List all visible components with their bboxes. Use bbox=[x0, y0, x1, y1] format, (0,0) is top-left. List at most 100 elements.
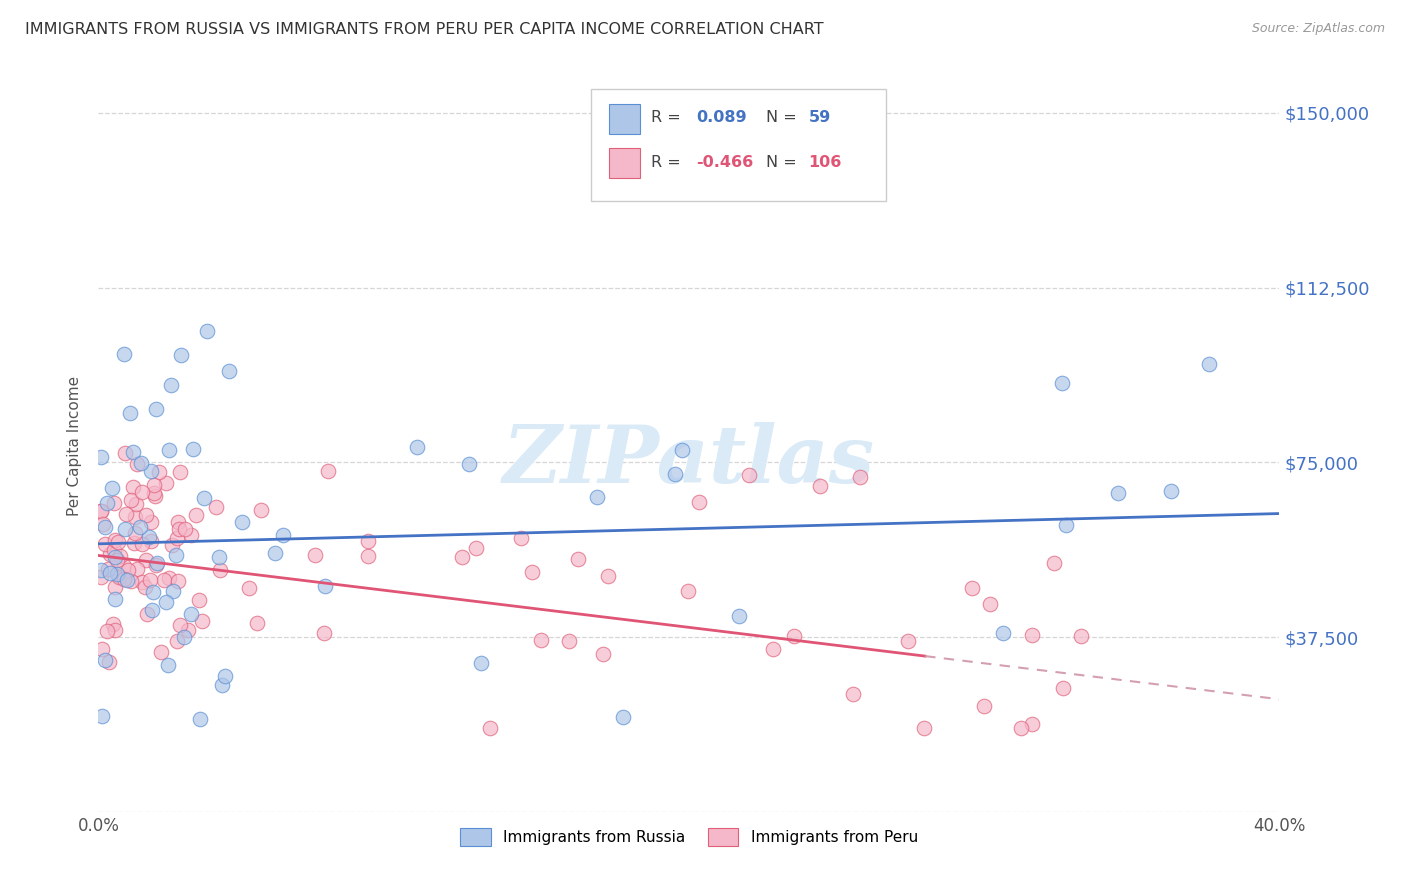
Point bbox=[316, 464, 339, 478]
Point bbox=[107, 534, 129, 549]
Point bbox=[103, 496, 125, 510]
Point bbox=[153, 574, 176, 588]
Point bbox=[112, 572, 135, 586]
Point bbox=[246, 615, 269, 630]
Point bbox=[808, 479, 831, 493]
Point bbox=[193, 491, 215, 505]
Point bbox=[676, 583, 699, 598]
Point bbox=[98, 566, 121, 580]
Text: 106: 106 bbox=[808, 155, 842, 169]
Point bbox=[165, 549, 187, 563]
Point bbox=[1198, 357, 1220, 371]
Point bbox=[671, 443, 693, 458]
Point bbox=[737, 467, 759, 482]
Point bbox=[304, 548, 326, 562]
Point bbox=[912, 721, 935, 735]
Point bbox=[145, 558, 167, 573]
Point bbox=[357, 549, 380, 563]
Point bbox=[141, 464, 163, 478]
Point bbox=[101, 616, 124, 631]
Point bbox=[139, 573, 162, 587]
Point bbox=[98, 547, 121, 561]
Point bbox=[97, 655, 120, 669]
Point bbox=[120, 493, 142, 508]
Point bbox=[238, 581, 260, 595]
Point bbox=[96, 495, 118, 509]
Text: Source: ZipAtlas.com: Source: ZipAtlas.com bbox=[1251, 22, 1385, 36]
Point bbox=[135, 552, 157, 566]
Point bbox=[592, 647, 614, 661]
Point bbox=[127, 562, 149, 576]
Point bbox=[991, 626, 1014, 640]
Point bbox=[479, 721, 502, 735]
Point bbox=[169, 618, 191, 632]
Point bbox=[188, 593, 211, 607]
Text: 59: 59 bbox=[808, 111, 831, 125]
Point bbox=[169, 465, 191, 479]
Point bbox=[105, 566, 128, 581]
Point bbox=[135, 508, 157, 522]
Point bbox=[120, 406, 142, 420]
Point bbox=[214, 669, 236, 683]
Point bbox=[184, 508, 207, 522]
Point bbox=[139, 534, 162, 549]
Point bbox=[145, 489, 167, 503]
Text: R =: R = bbox=[651, 111, 681, 125]
Point bbox=[166, 515, 188, 529]
Point bbox=[138, 530, 160, 544]
Point bbox=[357, 533, 380, 548]
Point bbox=[166, 531, 188, 545]
Point bbox=[530, 633, 553, 648]
Point bbox=[155, 594, 177, 608]
Point bbox=[1050, 376, 1073, 390]
Point bbox=[96, 624, 118, 639]
Point bbox=[231, 516, 253, 530]
Point bbox=[688, 495, 710, 509]
Point bbox=[114, 522, 136, 536]
Point bbox=[167, 574, 190, 589]
Point bbox=[264, 546, 287, 560]
Point bbox=[173, 630, 195, 644]
Point bbox=[90, 504, 112, 518]
Point bbox=[177, 624, 200, 638]
Point bbox=[312, 625, 335, 640]
Point bbox=[1010, 721, 1032, 735]
Point bbox=[973, 699, 995, 714]
Point bbox=[195, 324, 218, 338]
Legend: Immigrants from Russia, Immigrants from Peru: Immigrants from Russia, Immigrants from … bbox=[454, 822, 924, 852]
Point bbox=[125, 457, 148, 471]
Point bbox=[135, 607, 157, 622]
Point bbox=[1160, 484, 1182, 499]
Point bbox=[160, 378, 183, 392]
Text: IMMIGRANTS FROM RUSSIA VS IMMIGRANTS FROM PERU PER CAPITA INCOME CORRELATION CHA: IMMIGRANTS FROM RUSSIA VS IMMIGRANTS FRO… bbox=[25, 22, 824, 37]
Point bbox=[90, 504, 112, 518]
Point bbox=[94, 653, 117, 667]
Point bbox=[162, 584, 184, 599]
Point bbox=[91, 641, 114, 656]
Point bbox=[120, 574, 142, 588]
Point bbox=[141, 603, 163, 617]
Point bbox=[122, 445, 145, 459]
Point bbox=[451, 550, 474, 565]
Point bbox=[112, 558, 135, 573]
Point bbox=[107, 570, 129, 584]
Point bbox=[104, 549, 127, 564]
Point bbox=[271, 528, 294, 542]
Point bbox=[457, 458, 479, 472]
Point bbox=[842, 687, 865, 701]
Point bbox=[148, 465, 170, 479]
Point bbox=[1052, 681, 1074, 695]
Point bbox=[157, 657, 180, 672]
Point bbox=[897, 634, 920, 648]
Point bbox=[91, 517, 114, 532]
Point bbox=[143, 486, 166, 500]
Point bbox=[190, 712, 212, 726]
Point bbox=[585, 490, 607, 504]
Point bbox=[727, 608, 749, 623]
Point bbox=[567, 552, 589, 566]
Text: N =: N = bbox=[766, 155, 797, 169]
Point bbox=[104, 581, 127, 595]
Point bbox=[155, 476, 177, 491]
Point bbox=[115, 574, 138, 588]
Point bbox=[174, 522, 197, 536]
